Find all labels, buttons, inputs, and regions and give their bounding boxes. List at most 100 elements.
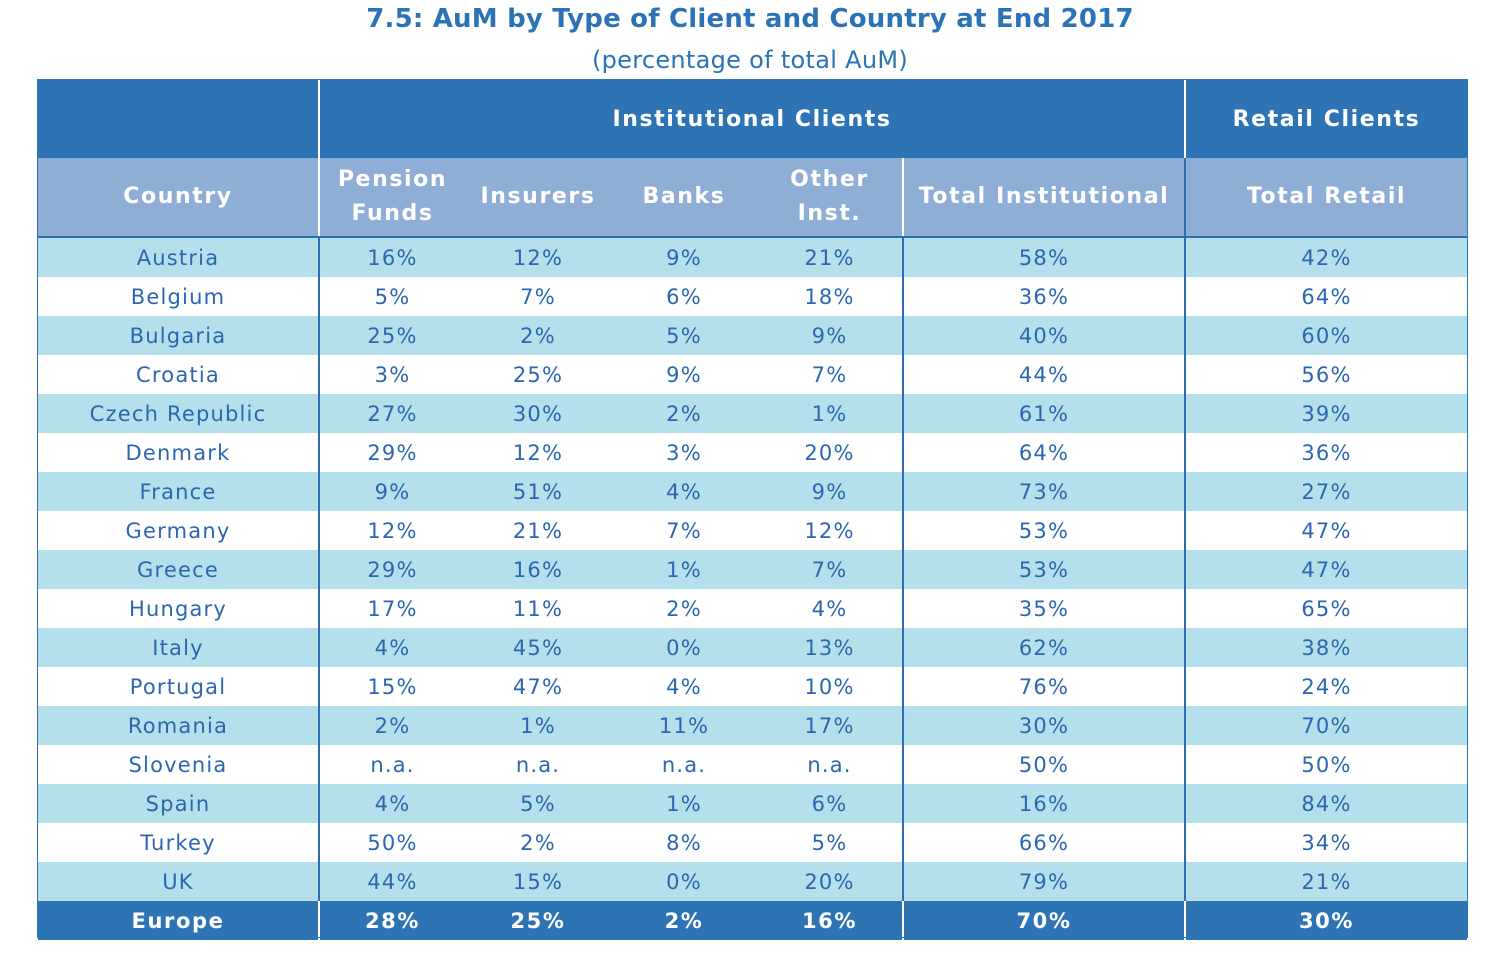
cell-banks: 11% <box>611 706 757 745</box>
cell-insurers: 12% <box>465 237 611 277</box>
group-header-institutional: Institutional Clients <box>319 80 1186 158</box>
cell-banks: 5% <box>611 316 757 355</box>
cell-insurers: 1% <box>465 706 611 745</box>
cell-total-retail: 84% <box>1185 784 1467 823</box>
table-row: Slovenia n.a. n.a. n.a. n.a. 50% 50% <box>38 745 1467 784</box>
cell-banks: 8% <box>611 823 757 862</box>
cell-total-retail: 50% <box>1185 745 1467 784</box>
cell-insurers: n.a. <box>465 745 611 784</box>
table-row: Czech Republic 27% 30% 2% 1% 61% 39% <box>38 394 1467 433</box>
cell-country: Denmark <box>38 433 320 472</box>
group-header-row: Institutional Clients Retail Clients <box>38 80 1467 158</box>
cell-banks: 2% <box>611 589 757 628</box>
cell-total-retail: 24% <box>1185 667 1467 706</box>
cell-other-inst: 17% <box>757 706 904 745</box>
cell-insurers: 7% <box>465 277 611 316</box>
cell-insurers: 12% <box>465 433 611 472</box>
total-cell-other-inst: 16% <box>757 901 904 940</box>
cell-country: Greece <box>38 550 320 589</box>
cell-other-inst: 21% <box>757 237 904 277</box>
chart-subtitle: (percentage of total AuM) <box>591 46 909 74</box>
cell-banks: 1% <box>611 784 757 823</box>
cell-total-retail: 21% <box>1185 862 1467 901</box>
cell-country: Slovenia <box>38 745 320 784</box>
col-header-total-retail: Total Retail <box>1184 158 1467 238</box>
cell-banks: 1% <box>611 550 757 589</box>
cell-pension-funds: 2% <box>319 706 465 745</box>
cell-country: Spain <box>38 784 320 823</box>
table-row: Romania 2% 1% 11% 17% 30% 70% <box>38 706 1467 745</box>
col-header-insurers: Insurers <box>465 158 611 238</box>
table-row: UK 44% 15% 0% 20% 79% 21% <box>38 862 1467 901</box>
cell-total-institutional: 44% <box>903 355 1186 394</box>
cell-total-retail: 34% <box>1185 823 1467 862</box>
cell-total-institutional: 62% <box>903 628 1186 667</box>
col-header-total-institutional: Total Institutional <box>902 158 1186 238</box>
cell-pension-funds: n.a. <box>319 745 465 784</box>
cell-country: Bulgaria <box>38 316 320 355</box>
cell-other-inst: 5% <box>757 823 904 862</box>
cell-pension-funds: 44% <box>319 862 465 901</box>
cell-total-institutional: 76% <box>903 667 1186 706</box>
cell-country: Hungary <box>38 589 320 628</box>
col-header-other-inst: Other Inst. <box>757 158 903 238</box>
cell-insurers: 2% <box>465 316 611 355</box>
cell-banks: 3% <box>611 433 757 472</box>
cell-total-retail: 27% <box>1185 472 1467 511</box>
col-header-banks: Banks <box>611 158 757 238</box>
cell-insurers: 47% <box>465 667 611 706</box>
cell-other-inst: 1% <box>757 394 904 433</box>
cell-country: UK <box>38 862 320 901</box>
cell-pension-funds: 15% <box>319 667 465 706</box>
cell-other-inst: 6% <box>757 784 904 823</box>
cell-pension-funds: 4% <box>319 628 465 667</box>
cell-country: Italy <box>38 628 320 667</box>
cell-banks: 6% <box>611 277 757 316</box>
table-row: Spain 4% 5% 1% 6% 16% 84% <box>38 784 1467 823</box>
cell-total-institutional: 53% <box>903 550 1186 589</box>
table-row: Italy 4% 45% 0% 13% 62% 38% <box>38 628 1467 667</box>
table-body: Austria 16% 12% 9% 21% 58% 42% Belgium 5% 7% 6% 18%… <box>38 237 1467 940</box>
cell-total-institutional: 16% <box>903 784 1186 823</box>
cell-total-institutional: 50% <box>903 745 1186 784</box>
table-row: Denmark 29% 12% 3% 20% 64% 36% <box>38 433 1467 472</box>
cell-total-institutional: 53% <box>903 511 1186 550</box>
cell-country: Portugal <box>38 667 320 706</box>
cell-total-institutional: 40% <box>903 316 1186 355</box>
cell-total-institutional: 66% <box>903 823 1186 862</box>
cell-other-inst: 7% <box>757 550 904 589</box>
cell-total-retail: 70% <box>1185 706 1467 745</box>
chart-title: 7.5: AuM by Type of Client and Country a… <box>366 4 1134 34</box>
col-header-pension-line1: Pension <box>337 167 448 192</box>
cell-other-inst: 13% <box>757 628 904 667</box>
cell-total-institutional: 64% <box>903 433 1186 472</box>
cell-total-retail: 47% <box>1185 550 1467 589</box>
cell-pension-funds: 5% <box>319 277 465 316</box>
cell-insurers: 45% <box>465 628 611 667</box>
cell-total-retail: 36% <box>1185 433 1467 472</box>
cell-pension-funds: 12% <box>319 511 465 550</box>
cell-total-retail: 42% <box>1185 237 1467 277</box>
cell-total-institutional: 79% <box>903 862 1186 901</box>
cell-pension-funds: 27% <box>319 394 465 433</box>
cell-other-inst: 12% <box>757 511 904 550</box>
cell-insurers: 2% <box>465 823 611 862</box>
cell-country: Austria <box>38 237 320 277</box>
cell-other-inst: 20% <box>757 433 904 472</box>
cell-other-inst: 4% <box>757 589 904 628</box>
cell-insurers: 15% <box>465 862 611 901</box>
cell-pension-funds: 4% <box>319 784 465 823</box>
total-cell-banks: 2% <box>611 901 757 940</box>
table-row: Austria 16% 12% 9% 21% 58% 42% <box>38 237 1467 277</box>
cell-insurers: 51% <box>465 472 611 511</box>
column-header-row: Country Pension Funds Insurers Banks Oth… <box>38 158 1467 238</box>
cell-pension-funds: 17% <box>319 589 465 628</box>
cell-total-institutional: 58% <box>903 237 1186 277</box>
cell-banks: 2% <box>611 394 757 433</box>
table-row: Greece 29% 16% 1% 7% 53% 47% <box>38 550 1467 589</box>
cell-other-inst: 9% <box>757 316 904 355</box>
group-header-blank <box>38 80 320 158</box>
col-header-other-line2: Inst. <box>797 201 862 226</box>
col-header-country: Country <box>38 158 320 238</box>
cell-banks: 0% <box>611 862 757 901</box>
